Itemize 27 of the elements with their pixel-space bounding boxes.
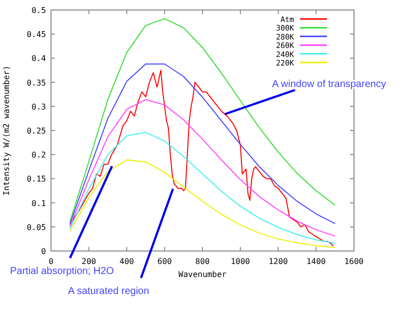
line-series [69, 132, 336, 244]
y-tick-label: 0.5 [32, 6, 46, 15]
y-tick-label: 0.35 [26, 78, 46, 88]
y-tick-label: 0 [41, 247, 46, 256]
y-tick-label: 0.45 [26, 30, 46, 40]
x-tick-label: 1200 [268, 257, 288, 266]
y-axis-title: Intensity W/(m2 wavenumber) [2, 65, 11, 196]
x-tick-label: 0 [48, 257, 54, 266]
line-series [69, 99, 336, 237]
y-tick-label: 0.4 [32, 54, 46, 64]
x-tick-label: 400 [120, 257, 134, 266]
annotation: Partial absorption; H2O [10, 266, 114, 277]
x-tick-label: 1400 [306, 257, 326, 266]
x-tick-label: 1600 [344, 257, 364, 266]
x-tick-label: 600 [157, 257, 172, 266]
y-tick-label: 0.05 [26, 222, 46, 232]
y-tick-label: 0.1 [32, 198, 46, 208]
y-tick-label: 0.25 [26, 126, 46, 136]
x-tick-label: 200 [82, 257, 96, 266]
annotation: A saturated region [68, 286, 150, 297]
y-tick-label: 0.3 [32, 102, 46, 112]
y-tick-label: 0.15 [26, 174, 46, 184]
x-tick-label: 800 [195, 257, 210, 266]
y-tick-label: 0.2 [32, 150, 46, 160]
x-axis-title: Wavenumber [178, 270, 227, 279]
x-tick-label: 1000 [230, 257, 250, 266]
line-series [69, 159, 336, 248]
